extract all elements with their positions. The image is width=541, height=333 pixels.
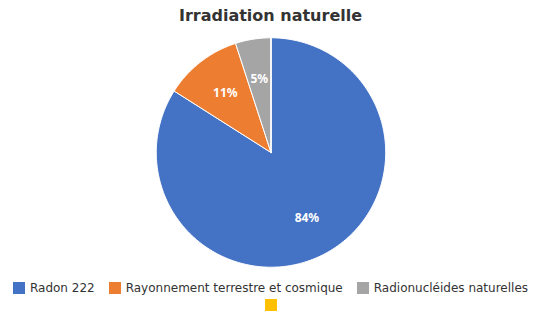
html-text:Rayonnement terrestre et cosmi: Rayonnement terrestre et cosmique [125,281,343,295]
html-text:Radionucléides naturelles: Radionucléides naturelles [373,281,528,295]
svg-text:84%: 84% [295,209,320,226]
svg-text:5%: 5% [250,70,268,87]
svg-text:11%: 11% [213,84,238,101]
html-text:Radon 222: Radon 222 [30,281,95,295]
html-text:Irradiation naturelle: Irradiation naturelle [178,6,363,25]
